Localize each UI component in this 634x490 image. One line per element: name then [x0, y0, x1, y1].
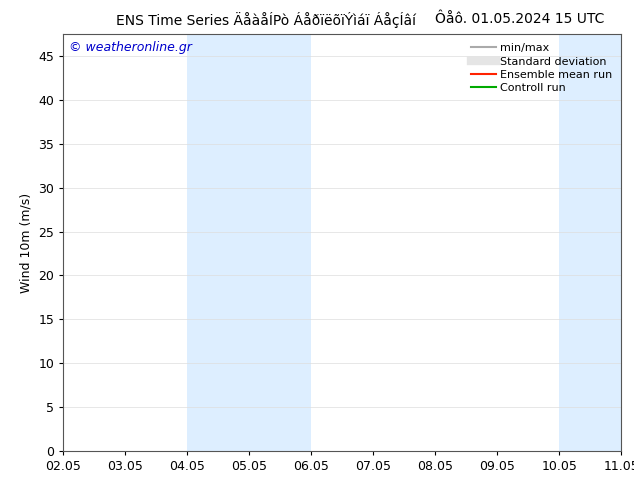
- Text: © weatheronline.gr: © weatheronline.gr: [69, 41, 192, 53]
- Text: ENS Time Series ÄåàåÍPò ÁåðïëõïÝìáï ÁåçÍâí: ENS Time Series ÄåàåÍPò ÁåðïëõïÝìáï ÁåçÍ…: [116, 12, 417, 28]
- Y-axis label: Wind 10m (m/s): Wind 10m (m/s): [20, 193, 33, 293]
- Bar: [188, 34, 311, 451]
- Bar: [559, 34, 634, 451]
- Text: Ôåô. 01.05.2024 15 UTC: Ôåô. 01.05.2024 15 UTC: [435, 12, 605, 26]
- Legend: min/max, Standard deviation, Ensemble mean run, Controll run: min/max, Standard deviation, Ensemble me…: [468, 40, 616, 97]
